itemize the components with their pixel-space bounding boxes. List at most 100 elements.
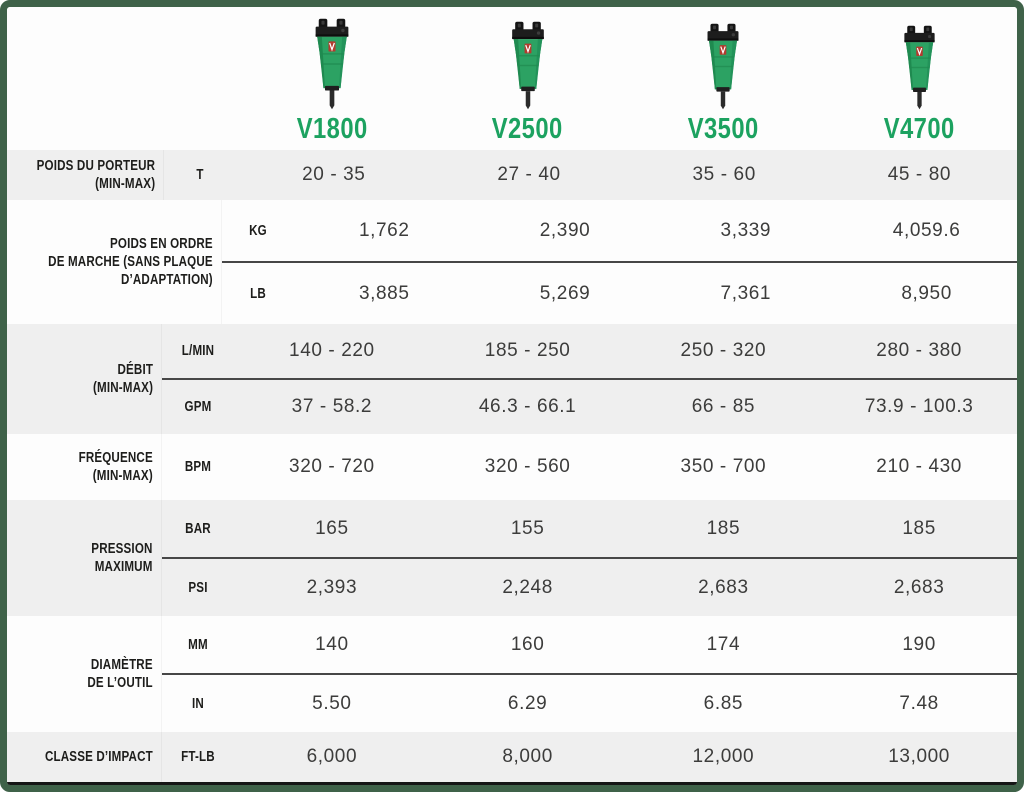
spec-subrow: BPM 320 - 720 320 - 560 350 - 700 210 - 430 bbox=[162, 434, 1017, 500]
spec-subrow: PSI 2,393 2,248 2,683 2,683 bbox=[162, 559, 1017, 616]
row-label-line: CLASSE D’IMPACT bbox=[45, 749, 153, 765]
spec-subrow: KG 1,762 2,390 3,339 4,059.6 bbox=[222, 200, 1017, 261]
spec-subrow: GPM 37 - 58.2 46.3 - 66.1 66 - 85 73.9 - 100… bbox=[162, 380, 1017, 434]
row-label: PRESSION MAXIMUM bbox=[7, 500, 162, 616]
spec-value: 37 - 58.2 bbox=[291, 396, 373, 417]
model-name: V2500 bbox=[492, 113, 564, 145]
bottom-rule bbox=[7, 782, 1017, 785]
spec-row-group: PRESSION MAXIMUM BAR 165 155 185 185 PSI 2,393 2,… bbox=[7, 500, 1017, 616]
spec-subrow: LB 3,885 5,269 7,361 8,950 bbox=[222, 263, 1017, 324]
breaker-product-image bbox=[700, 23, 746, 110]
spec-value: 20 - 35 bbox=[302, 164, 366, 185]
spec-value: 5.50 bbox=[312, 692, 352, 714]
row-label-line: DE MARCHE (SANS PLAQUE bbox=[48, 254, 213, 270]
spec-value: 140 - 220 bbox=[289, 340, 375, 361]
spec-value: 6.29 bbox=[507, 692, 548, 714]
spec-value: 2,248 bbox=[502, 576, 553, 598]
row-label-line: PRESSION bbox=[91, 541, 153, 557]
spec-row-group: CLASSE D’IMPACT FT-LB 6,000 8,000 12,000 13,0… bbox=[7, 732, 1017, 782]
product-column-v2500: V2500 bbox=[430, 7, 626, 150]
unit-label: GPM bbox=[184, 399, 212, 415]
spec-row-group: DIAMÈTRE DE L’OUTIL MM 140 160 174 190 IN 5.50 6.… bbox=[7, 616, 1017, 732]
subrow-divider bbox=[221, 261, 1017, 263]
spec-value: 3,339 bbox=[720, 219, 772, 241]
spec-value: 2,683 bbox=[698, 576, 749, 598]
row-label-line: D’ADAPTATION) bbox=[120, 272, 213, 288]
spec-value: 320 - 560 bbox=[484, 456, 571, 477]
spec-value: 174 bbox=[706, 633, 741, 655]
unit-label: T bbox=[196, 167, 204, 183]
spec-value: 160 bbox=[510, 633, 545, 655]
spec-value: 73.9 - 100.3 bbox=[864, 396, 974, 417]
spec-value: 7,361 bbox=[720, 282, 772, 304]
spec-value: 13,000 bbox=[888, 746, 950, 767]
unit-label: KG bbox=[248, 222, 267, 239]
unit-label: BAR bbox=[185, 520, 211, 537]
spec-value: 185 bbox=[706, 517, 741, 539]
spec-value: 250 - 320 bbox=[680, 340, 767, 361]
subrow-divider bbox=[162, 673, 1017, 675]
model-name: V4700 bbox=[883, 113, 955, 145]
spec-value: 2,390 bbox=[539, 219, 591, 241]
spec-row-group: POIDS EN ORDRE DE MARCHE (SANS PLAQUE D’AD… bbox=[7, 200, 1017, 324]
spec-value: 4,059.6 bbox=[892, 219, 961, 241]
row-label-line: DÉBIT bbox=[117, 362, 153, 378]
spec-value: 27 - 40 bbox=[497, 164, 561, 185]
spec-value: 2,683 bbox=[893, 576, 945, 598]
unit-label: LB bbox=[249, 285, 266, 302]
spec-value: 6,000 bbox=[306, 746, 358, 767]
subrow-divider bbox=[162, 557, 1017, 559]
spec-value: 46.3 - 66.1 bbox=[478, 396, 577, 417]
spec-value: 155 bbox=[510, 517, 545, 539]
spec-value: 2,393 bbox=[306, 576, 358, 598]
unit-label: FT-LB bbox=[181, 749, 215, 765]
product-column-v3500: V3500 bbox=[626, 7, 822, 150]
breaker-product-image bbox=[897, 25, 942, 110]
model-name: V1800 bbox=[296, 113, 368, 145]
spec-value: 5,269 bbox=[539, 282, 591, 304]
row-label-line: (MIN-MAX) bbox=[92, 468, 153, 484]
model-name: V3500 bbox=[687, 113, 759, 145]
subrow-divider bbox=[162, 378, 1017, 380]
spec-subrow: FT-LB 6,000 8,000 12,000 13,000 bbox=[162, 732, 1017, 782]
spec-value: 12,000 bbox=[692, 746, 755, 767]
spec-value: 35 - 60 bbox=[692, 164, 756, 185]
row-label: CLASSE D’IMPACT bbox=[7, 732, 162, 782]
spec-value: 185 bbox=[902, 517, 936, 539]
row-label-line: (MIN-MAX) bbox=[95, 176, 156, 192]
spec-value: 350 - 700 bbox=[680, 456, 767, 477]
row-label: DÉBIT (MIN-MAX) bbox=[7, 324, 162, 434]
row-label: POIDS DU PORTEUR (MIN-MAX) bbox=[7, 150, 165, 200]
spec-subrow: T 20 - 35 27 - 40 35 - 60 45 - 80 bbox=[164, 150, 1017, 200]
row-label: DIAMÈTRE DE L’OUTIL bbox=[7, 616, 162, 732]
row-label: POIDS EN ORDRE DE MARCHE (SANS PLAQUE D’AD… bbox=[7, 200, 222, 324]
spec-table-body: POIDS DU PORTEUR (MIN-MAX) T 20 - 35 27 - 40… bbox=[7, 150, 1017, 782]
unit-label: IN bbox=[192, 695, 204, 712]
spec-value: 8,950 bbox=[901, 282, 952, 304]
spec-value: 8,000 bbox=[502, 746, 553, 767]
spec-value: 280 - 380 bbox=[876, 340, 962, 361]
breaker-product-image bbox=[307, 18, 357, 110]
spec-row-group: POIDS DU PORTEUR (MIN-MAX) T 20 - 35 27 - 40… bbox=[7, 150, 1017, 200]
unit-label: MM bbox=[188, 636, 208, 653]
spec-value: 6.85 bbox=[703, 692, 744, 714]
row-label-line: DIAMÈTRE bbox=[91, 657, 153, 673]
unit-label: PSI bbox=[188, 579, 208, 596]
unit-label: L/MIN bbox=[181, 343, 215, 359]
row-label-line: DE L’OUTIL bbox=[87, 675, 153, 691]
unit-label: BPM bbox=[184, 459, 212, 475]
spec-value: 210 - 430 bbox=[876, 456, 962, 477]
breaker-product-image bbox=[504, 21, 552, 110]
spec-value: 66 - 85 bbox=[691, 396, 756, 417]
product-column-v1800: V1800 bbox=[234, 7, 430, 150]
product-header-row: V1800 V2500 V3500 V4700 bbox=[7, 7, 1017, 150]
spec-value: 7.48 bbox=[899, 692, 939, 714]
spec-row-group: FRÉQUENCE (MIN-MAX) BPM 320 - 720 320 - 560 3… bbox=[7, 434, 1017, 500]
spec-value: 320 - 720 bbox=[289, 456, 375, 477]
row-label-line: FRÉQUENCE bbox=[78, 450, 153, 466]
row-label: FRÉQUENCE (MIN-MAX) bbox=[7, 434, 162, 500]
spec-value: 45 - 80 bbox=[887, 164, 952, 185]
spec-value: 165 bbox=[315, 517, 349, 539]
row-label-line: MAXIMUM bbox=[95, 559, 153, 575]
